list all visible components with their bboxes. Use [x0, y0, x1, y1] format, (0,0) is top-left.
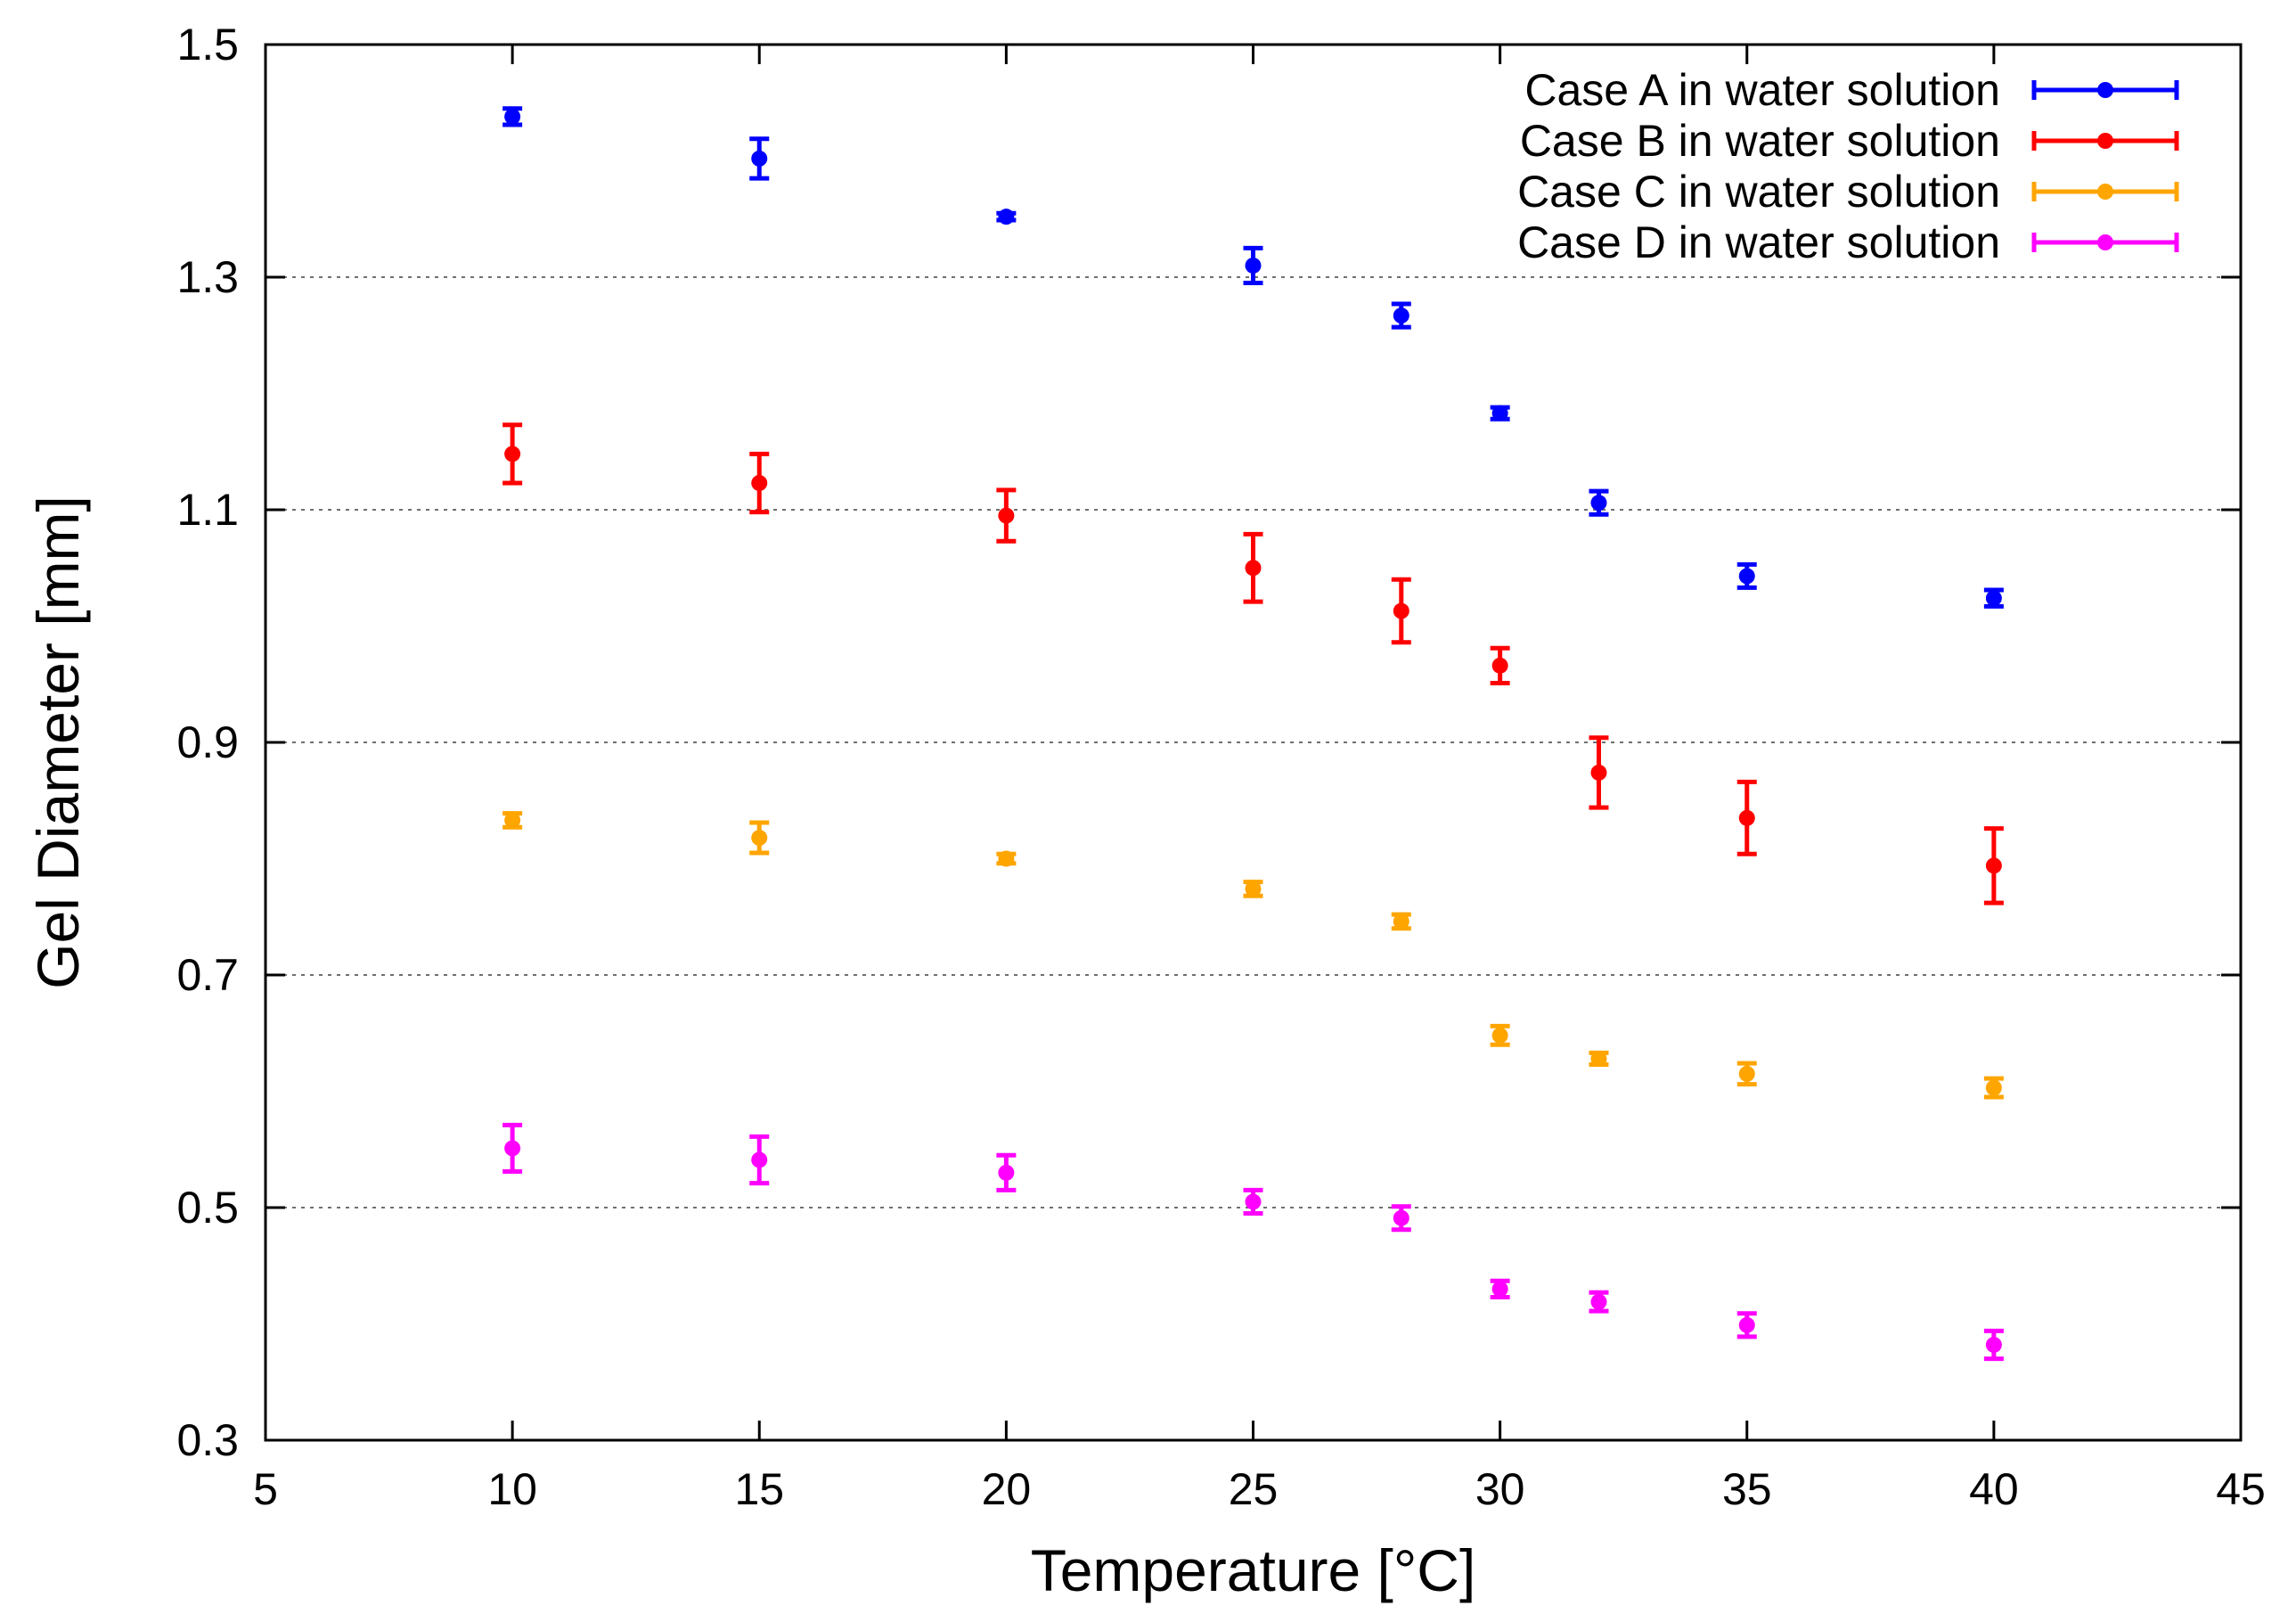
axis-ticks: 5 10 15 20 25 30 35 40 45 0.3 0.5 0.7 0.9 1.1 1.3 1.5 — [176, 20, 2265, 1514]
x-axis-title: Temperature [°C] — [1031, 1537, 1476, 1603]
data-point — [751, 474, 768, 491]
y-axis-title: Gel Diameter [mm] — [25, 496, 91, 989]
data-point — [1245, 257, 1262, 274]
data-point — [1738, 1065, 1755, 1082]
data-point — [1985, 1079, 2002, 1096]
legend-marker — [2097, 133, 2113, 149]
legend-marker — [2097, 82, 2113, 98]
y-tick-label: 0.3 — [176, 1415, 239, 1465]
data-point — [1738, 809, 1755, 826]
data-point — [1738, 568, 1755, 585]
series-2 — [503, 422, 2004, 905]
series-4 — [503, 1122, 2004, 1362]
data-point — [1491, 405, 1508, 422]
data-point — [998, 1164, 1015, 1181]
data-point — [1590, 764, 1607, 781]
legend-label: Case B in water solution — [1520, 116, 2000, 166]
x-tick-label: 20 — [982, 1464, 1032, 1514]
data-point — [1590, 1293, 1607, 1310]
data-point — [1590, 495, 1607, 512]
x-tick-label: 40 — [1969, 1464, 2019, 1514]
data-point — [504, 446, 521, 463]
y-tick-label: 1.3 — [176, 252, 239, 302]
x-tick-label: 25 — [1229, 1464, 1279, 1514]
legend-marker — [2097, 184, 2113, 200]
data-point — [1393, 1209, 1409, 1226]
data-point — [1393, 913, 1409, 930]
legend-label: Case A in water solution — [1524, 65, 2000, 115]
legend-entry-2: Case B in water solution — [1520, 116, 2179, 166]
legend-label: Case C in water solution — [1517, 167, 2000, 217]
x-tick-label: 5 — [253, 1464, 278, 1514]
data-series — [503, 106, 2004, 1362]
data-point — [998, 209, 1015, 225]
data-point — [1738, 1316, 1755, 1333]
data-point — [1491, 657, 1508, 674]
data-point — [1985, 857, 2002, 874]
data-point — [751, 150, 768, 167]
y-tick-label: 1.1 — [176, 485, 239, 535]
series-1 — [503, 106, 2004, 609]
x-tick-label: 45 — [2216, 1464, 2266, 1514]
legend-entry-3: Case C in water solution — [1517, 167, 2179, 217]
data-point — [1985, 1336, 2002, 1353]
data-point — [1985, 590, 2002, 607]
legend-marker — [2097, 234, 2113, 250]
x-tick-label: 35 — [1722, 1464, 1772, 1514]
data-point — [1245, 560, 1262, 577]
data-point — [504, 812, 521, 829]
series-3 — [503, 811, 2004, 1100]
data-point — [1590, 1050, 1607, 1067]
data-point — [1245, 881, 1262, 897]
y-tick-label: 0.5 — [176, 1183, 239, 1233]
legend-entry-1: Case A in water solution — [1524, 65, 2179, 115]
data-point — [751, 830, 768, 847]
data-point — [1393, 307, 1409, 324]
x-tick-label: 15 — [734, 1464, 784, 1514]
data-point — [1491, 1281, 1508, 1298]
y-tick-label: 1.5 — [176, 20, 239, 70]
data-point — [504, 108, 521, 125]
data-point — [998, 507, 1015, 524]
x-tick-label: 30 — [1475, 1464, 1525, 1514]
data-point — [504, 1140, 521, 1157]
y-tick-label: 0.7 — [176, 950, 239, 1000]
data-point — [1245, 1193, 1262, 1210]
data-point — [1491, 1027, 1508, 1044]
legend-label: Case D in water solution — [1517, 217, 2000, 267]
data-point — [998, 850, 1015, 867]
legend-entry-4: Case D in water solution — [1517, 217, 2179, 267]
data-point — [1393, 602, 1409, 619]
data-point — [751, 1151, 768, 1168]
x-tick-label: 10 — [487, 1464, 537, 1514]
y-tick-label: 0.9 — [176, 717, 239, 767]
